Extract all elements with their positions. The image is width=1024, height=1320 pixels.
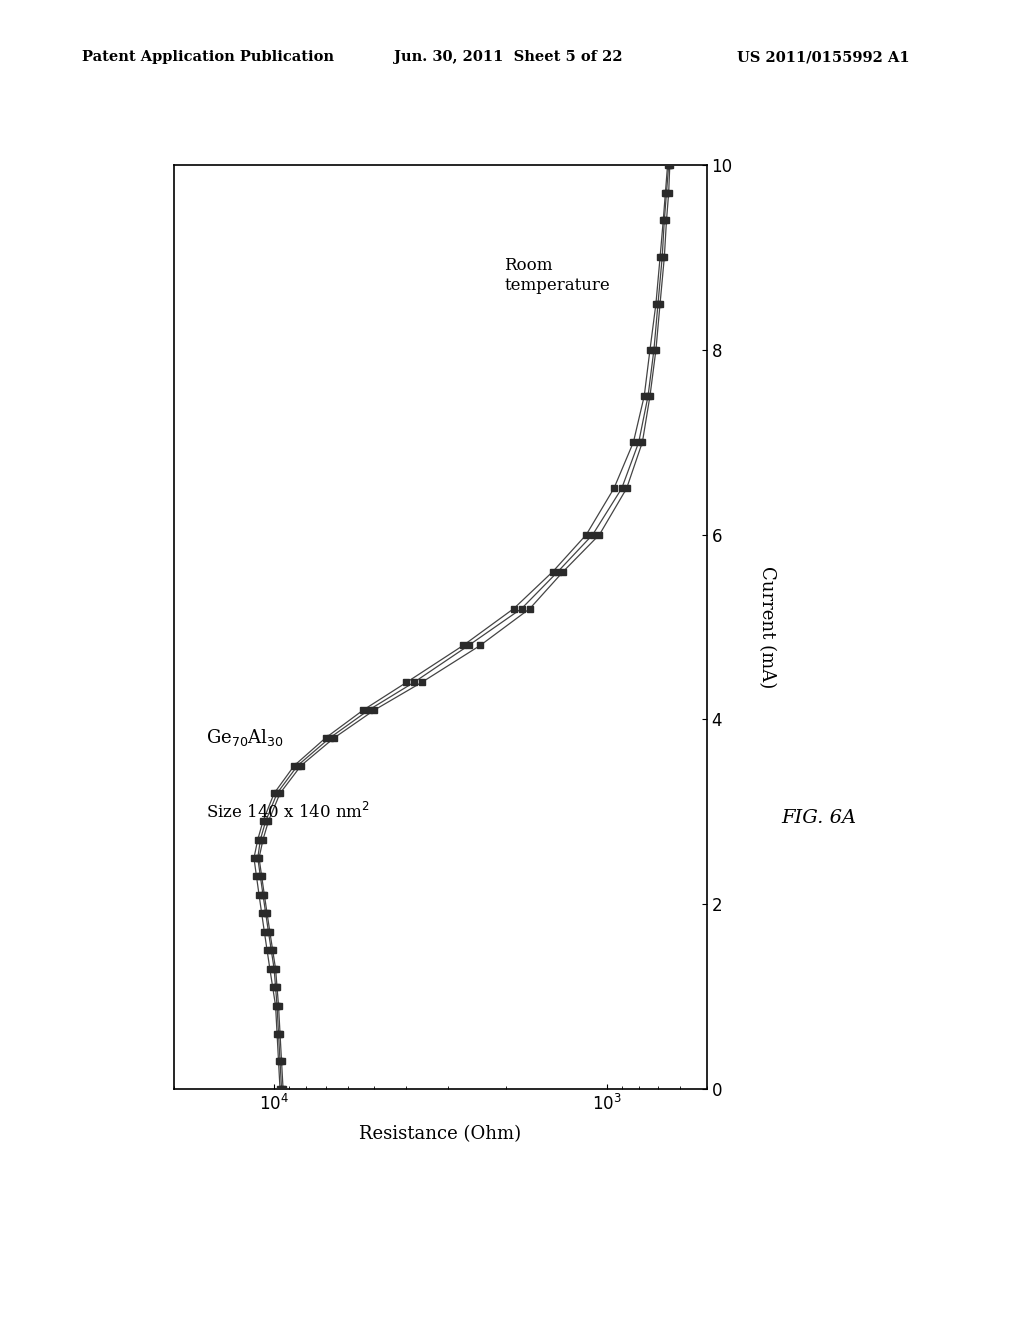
Text: Patent Application Publication: Patent Application Publication [82,50,334,65]
X-axis label: Resistance (Ohm): Resistance (Ohm) [359,1125,521,1143]
Y-axis label: Current (mA): Current (mA) [758,566,775,688]
Text: Jun. 30, 2011  Sheet 5 of 22: Jun. 30, 2011 Sheet 5 of 22 [394,50,623,65]
Text: US 2011/0155992 A1: US 2011/0155992 A1 [737,50,910,65]
Text: FIG. 6A: FIG. 6A [781,809,857,828]
Text: Room
temperature: Room temperature [504,257,610,294]
Text: Ge$_{70}$Al$_{30}$: Ge$_{70}$Al$_{30}$ [206,727,284,748]
Text: Size 140 x 140 nm$^2$: Size 140 x 140 nm$^2$ [206,801,371,822]
